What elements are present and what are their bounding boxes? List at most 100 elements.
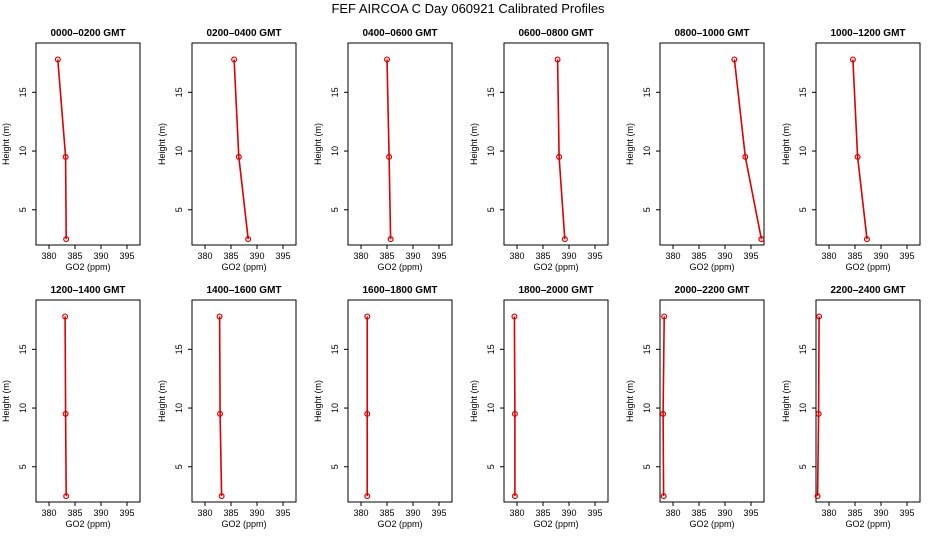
x-axis-label: GO2 (ppm): [845, 519, 890, 529]
profile-line: [733, 59, 763, 240]
x-tick-label: 390: [717, 251, 732, 261]
y-tick-label: 5: [486, 464, 496, 469]
profile-line: [64, 316, 67, 497]
x-tick-label: 380: [509, 251, 524, 261]
profile-point: [231, 56, 238, 63]
panel-title: 1000–1200 GMT: [830, 28, 905, 39]
x-axis-label: GO2 (ppm): [377, 262, 422, 272]
profile-point: [218, 493, 225, 500]
profile-line: [513, 316, 516, 497]
y-axis-label: Height (m): [157, 380, 167, 422]
x-tick-label: 390: [561, 508, 576, 518]
panel-title: 2000–2200 GMT: [674, 285, 749, 296]
plot-frame: [659, 299, 765, 503]
panel: 1800–2000 GMT 380 385 390 395 5 10 15 GO2 (ppm) H…: [469, 285, 609, 529]
panel: 1400–1600 GMT 380 385 390 395 5 10 15 GO2 (ppm) H…: [157, 285, 297, 529]
y-tick-label: 5: [18, 207, 28, 212]
x-tick-label: 395: [275, 508, 290, 518]
y-axis-label: Height (m): [157, 123, 167, 165]
y-tick-label: 5: [330, 464, 340, 469]
x-tick-label: 380: [821, 508, 836, 518]
profile-line: [57, 59, 67, 240]
plot-frame: [659, 42, 765, 246]
y-tick-label: 10: [798, 403, 808, 413]
x-tick-label: 395: [275, 251, 290, 261]
y-tick-label: 5: [174, 464, 184, 469]
plot-frame: [503, 299, 609, 503]
y-tick-label: 10: [798, 146, 808, 156]
y-tick-label: 10: [330, 403, 340, 413]
profile-line: [233, 59, 249, 240]
profile-point: [62, 153, 69, 160]
y-tick-label: 10: [642, 146, 652, 156]
x-tick-label: 380: [665, 508, 680, 518]
x-tick-label: 385: [535, 251, 550, 261]
panel: 2000–2200 GMT 380 385 390 395 5 10 15 GO2 (ppm) H…: [625, 285, 765, 529]
y-tick-label: 15: [18, 87, 28, 97]
y-tick-label: 5: [642, 464, 652, 469]
profile-point: [235, 153, 242, 160]
profile-point: [387, 236, 394, 243]
x-tick-label: 395: [119, 251, 134, 261]
x-tick-label: 385: [379, 508, 394, 518]
y-axis-label: Height (m): [625, 380, 635, 422]
x-tick-label: 380: [821, 251, 836, 261]
y-tick-label: 10: [18, 403, 28, 413]
plot-frame: [815, 42, 921, 246]
profile-point: [758, 236, 765, 243]
profile-point: [245, 236, 252, 243]
y-tick-label: 5: [174, 207, 184, 212]
panel-title: 1800–2000 GMT: [518, 285, 593, 296]
x-tick-label: 390: [93, 508, 108, 518]
profile-point: [62, 410, 69, 417]
plot-frame: [347, 299, 453, 503]
panel: 0400–0600 GMT 380 385 390 395 5 10 15 GO2 (ppm) H…: [313, 28, 453, 272]
profile-point: [815, 410, 822, 417]
panel-title: 2200–2400 GMT: [830, 285, 905, 296]
x-axis-label: GO2 (ppm): [689, 519, 734, 529]
plot-frame: [191, 299, 297, 503]
profile-point: [364, 493, 371, 500]
panel-title: 1400–1600 GMT: [206, 285, 281, 296]
x-tick-label: 395: [431, 251, 446, 261]
x-tick-label: 380: [197, 508, 212, 518]
panel-title: 0200–0400 GMT: [206, 28, 281, 39]
y-axis-label: Height (m): [1, 123, 11, 165]
profile-point: [731, 56, 738, 63]
x-axis-label: GO2 (ppm): [533, 519, 578, 529]
x-tick-label: 380: [41, 508, 56, 518]
y-axis-label: Height (m): [313, 380, 323, 422]
x-tick-label: 385: [847, 251, 862, 261]
x-tick-label: 385: [847, 508, 862, 518]
x-tick-label: 380: [353, 508, 368, 518]
profile-point: [63, 493, 70, 500]
panel: 1000–1200 GMT 380 385 390 395 5 10 15 GO2 (ppm) H…: [781, 28, 921, 272]
x-tick-label: 385: [67, 508, 82, 518]
profile-point: [217, 410, 224, 417]
x-tick-label: 390: [561, 251, 576, 261]
y-tick-label: 10: [486, 146, 496, 156]
x-tick-label: 385: [691, 508, 706, 518]
profile-point: [660, 410, 667, 417]
profile-point: [814, 493, 821, 500]
x-axis-label: GO2 (ppm): [221, 519, 266, 529]
plot-frame: [503, 42, 609, 246]
x-tick-label: 395: [899, 508, 914, 518]
profile-line: [218, 316, 223, 497]
x-tick-label: 390: [405, 251, 420, 261]
x-tick-label: 395: [119, 508, 134, 518]
x-tick-label: 395: [587, 508, 602, 518]
panel-title: 0600–0800 GMT: [518, 28, 593, 39]
x-axis-label: GO2 (ppm): [689, 262, 734, 272]
profile-point: [511, 410, 518, 417]
panel: 2200–2400 GMT 380 385 390 395 5 10 15 GO2 (ppm) H…: [781, 285, 921, 529]
profile-point: [561, 236, 568, 243]
y-tick-label: 5: [642, 207, 652, 212]
y-tick-label: 15: [642, 344, 652, 354]
x-tick-label: 385: [379, 251, 394, 261]
x-tick-label: 390: [249, 251, 264, 261]
panel: 1600–1800 GMT 380 385 390 395 5 10 15 GO2 (ppm) H…: [313, 285, 453, 529]
profile-point: [386, 153, 393, 160]
profile-point: [54, 56, 61, 63]
